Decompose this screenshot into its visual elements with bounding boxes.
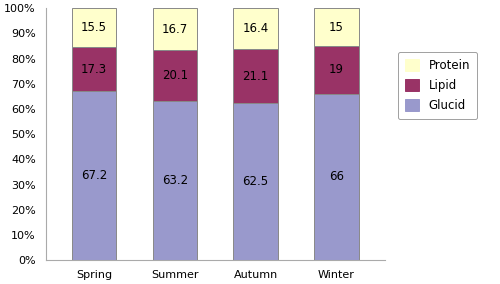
Bar xyxy=(314,8,358,46)
Text: 62.5: 62.5 xyxy=(242,175,268,188)
Text: 21.1: 21.1 xyxy=(242,70,269,83)
Bar xyxy=(152,50,197,101)
Text: 16.4: 16.4 xyxy=(242,22,269,35)
Bar xyxy=(72,91,116,260)
Bar xyxy=(72,47,116,91)
Text: 17.3: 17.3 xyxy=(81,62,107,76)
Bar xyxy=(152,8,197,50)
Bar xyxy=(152,101,197,260)
Bar xyxy=(314,94,358,260)
Text: 20.1: 20.1 xyxy=(162,69,188,82)
Legend: Protein, Lipid, Glucid: Protein, Lipid, Glucid xyxy=(398,52,477,119)
Text: 15: 15 xyxy=(329,20,344,34)
Text: 63.2: 63.2 xyxy=(162,174,188,187)
Text: 66: 66 xyxy=(329,170,344,183)
Bar xyxy=(314,46,358,94)
Text: 67.2: 67.2 xyxy=(81,169,107,182)
Bar xyxy=(234,103,278,260)
Text: 19: 19 xyxy=(329,63,344,76)
Text: 16.7: 16.7 xyxy=(162,23,188,36)
Bar xyxy=(234,8,278,49)
Bar xyxy=(234,49,278,103)
Text: 15.5: 15.5 xyxy=(81,21,107,34)
Bar xyxy=(72,8,116,47)
